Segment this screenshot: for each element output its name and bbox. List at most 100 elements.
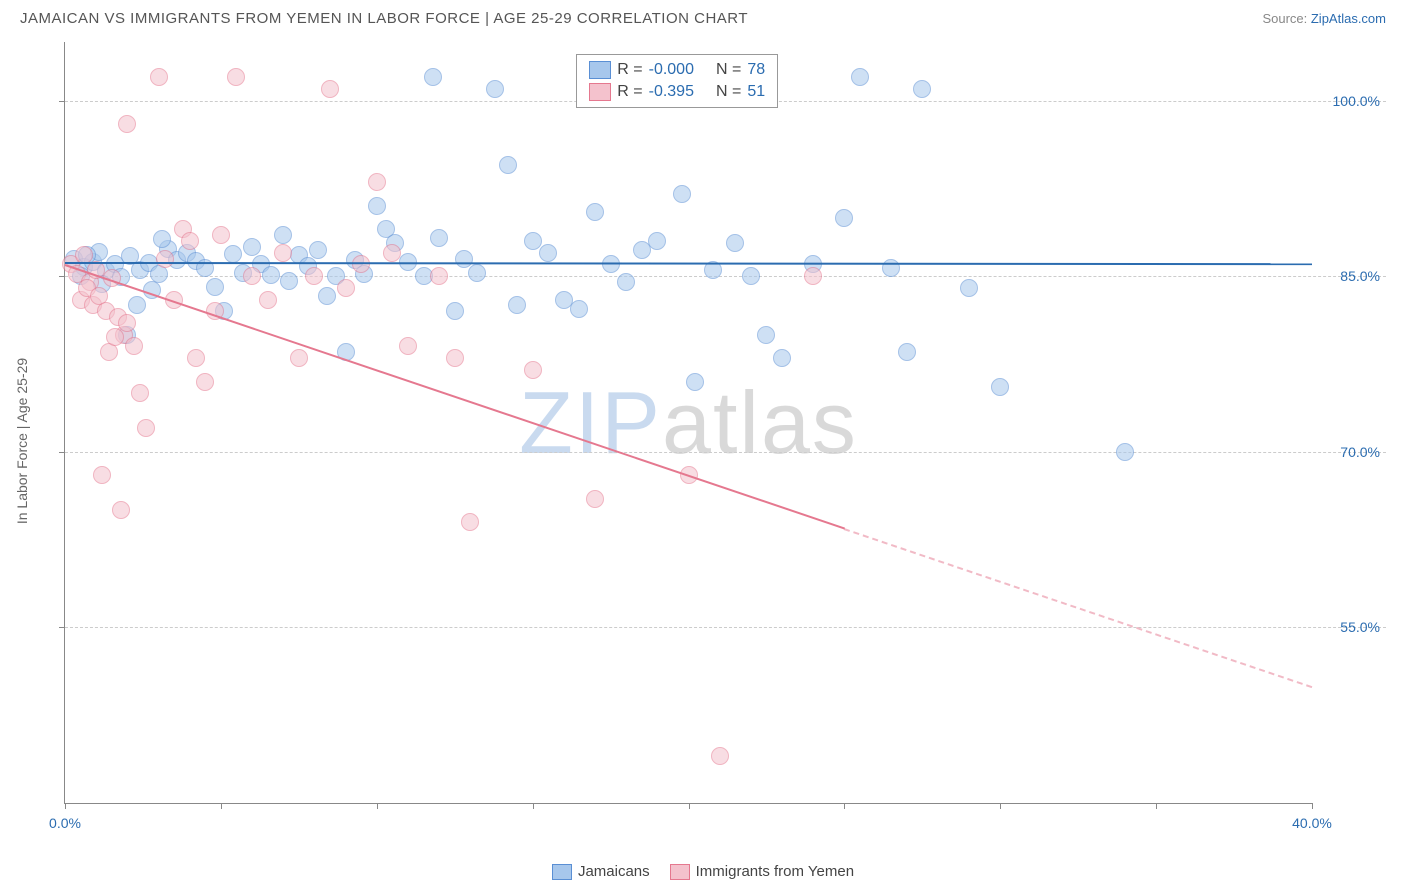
scatter-point — [430, 267, 448, 285]
scatter-point — [898, 343, 916, 361]
legend-swatch — [670, 864, 690, 880]
scatter-point — [125, 337, 143, 355]
scatter-point — [686, 373, 704, 391]
x-tick-label: 0.0% — [49, 815, 81, 831]
scatter-point — [206, 278, 224, 296]
y-axis-label: In Labor Force | Age 25-29 — [14, 358, 30, 524]
legend-item: Jamaicans — [552, 863, 650, 880]
scatter-point — [305, 267, 323, 285]
scatter-point — [383, 244, 401, 262]
scatter-point — [224, 245, 242, 263]
scatter-point — [726, 234, 744, 252]
scatter-point — [128, 296, 146, 314]
scatter-point — [274, 226, 292, 244]
x-axis-tick — [533, 803, 534, 809]
legend-r-value: -0.000 — [649, 61, 694, 79]
scatter-point — [742, 267, 760, 285]
scatter-point — [446, 302, 464, 320]
scatter-point — [150, 68, 168, 86]
scatter-point — [711, 747, 729, 765]
legend-correlation: R =-0.000N =78R =-0.395N =51 — [576, 54, 778, 108]
scatter-point — [430, 229, 448, 247]
scatter-point — [1116, 443, 1134, 461]
scatter-point — [991, 378, 1009, 396]
y-tick-label: 55.0% — [1340, 619, 1380, 635]
legend-r-label: R = — [617, 61, 642, 79]
scatter-point — [337, 279, 355, 297]
legend-n-label: N = — [716, 83, 741, 101]
scatter-point — [617, 273, 635, 291]
scatter-point — [227, 68, 245, 86]
scatter-point — [570, 300, 588, 318]
chart-container: In Labor Force | Age 25-29 ZIPatlas 55.0… — [20, 42, 1386, 840]
scatter-point — [131, 384, 149, 402]
y-axis-tick — [59, 627, 65, 628]
scatter-point — [773, 349, 791, 367]
legend-row: R =-0.395N =51 — [589, 81, 765, 103]
scatter-point — [368, 197, 386, 215]
scatter-point — [424, 68, 442, 86]
legend-swatch — [552, 864, 572, 880]
scatter-point — [106, 328, 124, 346]
x-axis-tick — [844, 803, 845, 809]
legend-row: R =-0.000N =78 — [589, 59, 765, 81]
legend-r-label: R = — [617, 83, 642, 101]
x-axis-tick — [1000, 803, 1001, 809]
scatter-point — [524, 361, 542, 379]
legend-bottom: Jamaicans Immigrants from Yemen — [0, 863, 1406, 880]
x-axis-tick — [221, 803, 222, 809]
scatter-point — [461, 513, 479, 531]
scatter-point — [181, 232, 199, 250]
y-axis-tick — [59, 101, 65, 102]
y-axis-tick — [59, 452, 65, 453]
scatter-point — [153, 230, 171, 248]
scatter-point — [508, 296, 526, 314]
scatter-point — [243, 238, 261, 256]
scatter-point — [399, 337, 417, 355]
x-axis-tick — [377, 803, 378, 809]
scatter-point — [259, 291, 277, 309]
scatter-point — [321, 80, 339, 98]
chart-header: JAMAICAN VS IMMIGRANTS FROM YEMEN IN LAB… — [0, 0, 1406, 35]
scatter-point — [446, 349, 464, 367]
scatter-point — [187, 349, 205, 367]
legend-label: Immigrants from Yemen — [696, 863, 854, 880]
legend-swatch — [589, 83, 611, 101]
gridline-h — [65, 452, 1386, 453]
scatter-point — [586, 203, 604, 221]
source-link[interactable]: ZipAtlas.com — [1311, 11, 1386, 26]
x-axis-tick — [1156, 803, 1157, 809]
scatter-point — [804, 267, 822, 285]
scatter-point — [309, 241, 327, 259]
scatter-point — [137, 419, 155, 437]
scatter-point — [118, 115, 136, 133]
scatter-point — [960, 279, 978, 297]
scatter-point — [648, 232, 666, 250]
scatter-point — [524, 232, 542, 250]
trend-line — [844, 528, 1312, 688]
scatter-point — [93, 466, 111, 484]
plot-area: ZIPatlas 55.0%70.0%85.0%100.0%0.0%40.0%R… — [64, 42, 1312, 804]
scatter-point — [112, 501, 130, 519]
scatter-point — [486, 80, 504, 98]
scatter-point — [243, 267, 261, 285]
scatter-point — [586, 490, 604, 508]
scatter-point — [913, 80, 931, 98]
source-attribution: Source: ZipAtlas.com — [1262, 11, 1386, 26]
y-tick-label: 85.0% — [1340, 268, 1380, 284]
scatter-point — [882, 259, 900, 277]
legend-item: Immigrants from Yemen — [670, 863, 854, 880]
y-tick-label: 70.0% — [1340, 444, 1380, 460]
x-tick-label: 40.0% — [1292, 815, 1332, 831]
scatter-point — [757, 326, 775, 344]
legend-label: Jamaicans — [578, 863, 650, 880]
chart-title: JAMAICAN VS IMMIGRANTS FROM YEMEN IN LAB… — [20, 10, 748, 27]
scatter-point — [835, 209, 853, 227]
scatter-point — [212, 226, 230, 244]
y-axis-tick — [59, 276, 65, 277]
scatter-point — [499, 156, 517, 174]
scatter-point — [352, 255, 370, 273]
x-axis-tick — [65, 803, 66, 809]
legend-r-value: -0.395 — [649, 83, 694, 101]
scatter-point — [290, 349, 308, 367]
